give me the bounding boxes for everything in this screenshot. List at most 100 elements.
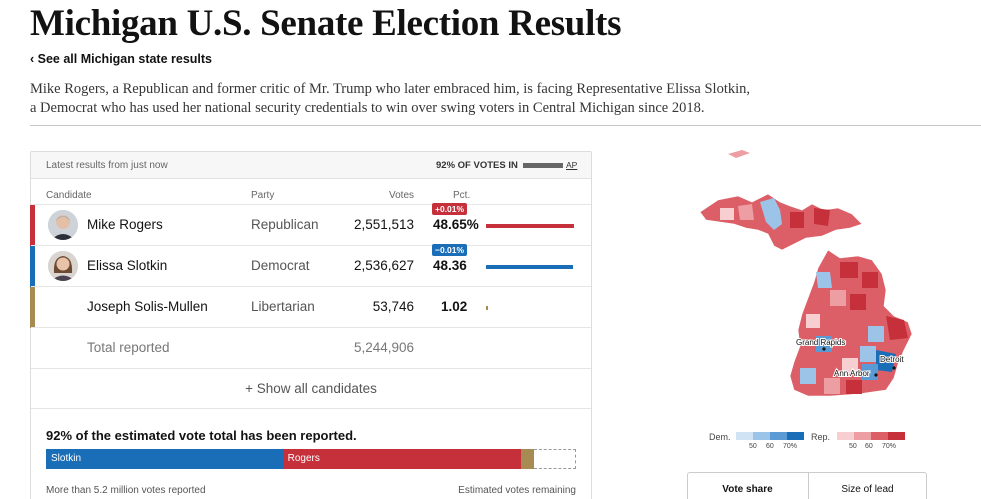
county-rep-strong	[886, 316, 908, 340]
legend-tick: 70%	[882, 443, 897, 450]
legend-dem-swatch	[770, 432, 787, 440]
candidate-pct: 48.36	[433, 258, 467, 273]
county-dem-lean	[816, 336, 832, 352]
grand-rapids-marker	[822, 347, 826, 351]
votes-in-meter	[523, 163, 563, 168]
isle-royale	[728, 150, 750, 158]
legend-dem-swatch	[787, 432, 804, 440]
legend-rep-swatch	[854, 432, 871, 440]
map-legend: Dem. 50 60 70% Rep. 50 60 70%	[705, 430, 915, 454]
candidate-votes: 2,536,627	[353, 258, 414, 273]
avatar	[48, 251, 78, 281]
total-row: Total reported 5,244,906	[31, 327, 591, 368]
county-rep-lean	[830, 290, 846, 306]
results-table-panel: Latest results from just now 92% OF VOTE…	[30, 151, 592, 499]
pct-bar	[486, 265, 574, 269]
county-rep-strong	[840, 262, 858, 278]
total-votes: 5,244,906	[353, 340, 414, 355]
county-rep-strong	[850, 294, 866, 310]
legend-tick: 50	[749, 443, 757, 450]
county-results-map[interactable]: Grand Rapids Detroit Ann Arbor	[690, 150, 930, 400]
candidate-party: Republican	[251, 217, 319, 232]
candidate-row: Elissa Slotkin Democrat 2,536,627 −0.01%…	[30, 244, 591, 287]
county-rep-weak	[720, 208, 734, 220]
pct-change-badge: +0.01%	[432, 203, 468, 215]
column-header-candidate: Candidate	[46, 190, 92, 201]
county-dem-lean	[868, 326, 884, 342]
vote-share-segment-label: Rogers	[287, 453, 320, 464]
county-dem-strong	[876, 350, 896, 372]
legend-dem-swatch	[736, 432, 753, 440]
map-mode-toggle: Vote share Size of lead	[687, 472, 927, 499]
candidate-row: Mike Rogers Republican 2,551,513 +0.01% …	[30, 203, 591, 246]
county-rep-lean	[738, 204, 754, 220]
candidate-votes: 53,746	[372, 299, 414, 314]
legend-dem-swatch	[753, 432, 770, 440]
candidate-party: Democrat	[251, 258, 310, 273]
party-color-stripe	[30, 287, 35, 328]
remaining-votes-segment	[533, 449, 576, 469]
legend-tick: 70%	[783, 443, 798, 450]
candidate-party: Libertarian	[251, 299, 315, 314]
county-rep-strong	[790, 212, 804, 228]
legend-rep-label: Rep.	[811, 432, 831, 442]
header-divider	[30, 125, 981, 126]
column-header-pct: Pct.	[453, 190, 471, 201]
pct-bar	[486, 306, 488, 310]
toggle-size-of-lead[interactable]: Size of lead	[841, 484, 894, 495]
candidate-name: Joseph Solis-Mullen	[87, 299, 208, 314]
legend-rep-swatch	[871, 432, 888, 440]
candidate-pct: 1.02	[441, 299, 468, 314]
votes-reported-note: More than 5.2 million votes reported	[46, 485, 206, 496]
column-header-party: Party	[251, 190, 275, 201]
column-header-votes: Votes	[389, 190, 415, 201]
legend-tick: 50	[849, 443, 857, 450]
city-label-grand-rapids: Grand Rapids	[796, 338, 845, 347]
vote-share-segment: Rogers	[282, 449, 521, 469]
county-dem-lean	[816, 272, 832, 288]
page-title: Michigan U.S. Senate Election Results	[30, 3, 622, 44]
estimate-headline: 92% of the estimated vote total has been…	[46, 428, 357, 443]
vote-share-segment	[520, 449, 534, 469]
party-color-stripe	[30, 205, 35, 246]
pct-bar	[486, 224, 574, 228]
legend-tick: 60	[766, 443, 774, 450]
vote-share-segment: Slotkin	[46, 449, 283, 469]
source-link[interactable]: AP	[566, 160, 578, 170]
county-dem-lean	[862, 364, 878, 380]
candidate-name: Mike Rogers	[87, 217, 163, 232]
candidate-row: Joseph Solis-Mullen Libertarian 53,746 1…	[30, 286, 591, 328]
county-rep-strong	[814, 208, 830, 226]
back-to-state-results-link[interactable]: ‹ See all Michigan state results	[30, 52, 213, 66]
detroit-marker	[892, 366, 896, 370]
city-label-ann-arbor: Ann Arbor	[834, 369, 870, 378]
county-dem-lean	[760, 198, 782, 230]
legend-dem-label: Dem.	[709, 432, 731, 442]
legend-rep-swatch	[837, 432, 854, 440]
candidate-votes: 2,551,513	[353, 217, 414, 232]
pct-change-badge: −0.01%	[432, 244, 468, 256]
ann-arbor-marker	[874, 373, 878, 377]
county-dem-lean	[860, 346, 876, 362]
city-label-detroit: Detroit	[880, 355, 904, 364]
toggle-divider	[808, 473, 809, 499]
county-rep-weak	[842, 358, 858, 374]
vote-share-segment-label: Slotkin	[51, 453, 82, 464]
article-dek: Mike Rogers, a Republican and former cri…	[30, 81, 751, 116]
toggle-vote-share[interactable]: Vote share	[722, 484, 773, 495]
county-rep-weak	[806, 314, 820, 328]
county-rep-strong	[862, 272, 878, 288]
legend-rep-swatch	[888, 432, 905, 440]
updated-timestamp: Latest results from just now	[46, 160, 168, 171]
party-color-stripe	[30, 246, 35, 287]
candidate-name: Elissa Slotkin	[87, 258, 168, 273]
results-status-bar: Latest results from just now 92% OF VOTE…	[31, 152, 591, 179]
county-dem-lean	[800, 368, 816, 384]
avatar	[48, 210, 78, 240]
estimated-vote-bar: Slotkin Rogers	[46, 449, 576, 469]
legend-tick: 60	[865, 443, 873, 450]
candidate-pct: 48.65%	[433, 217, 479, 232]
show-all-candidates-button[interactable]: + Show all candidates	[31, 368, 591, 409]
county-rep-lean	[824, 378, 840, 394]
votes-remaining-note: Estimated votes remaining	[458, 485, 576, 496]
